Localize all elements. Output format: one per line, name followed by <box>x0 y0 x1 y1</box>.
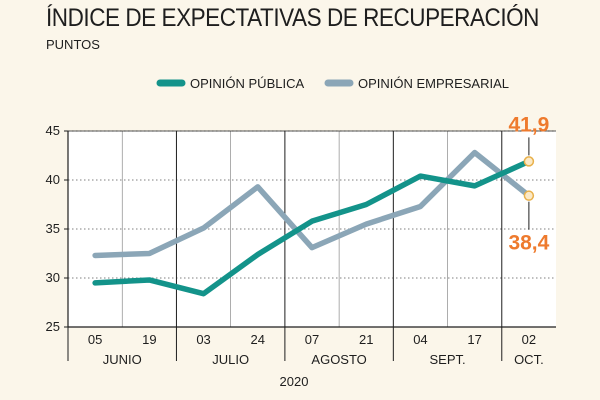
y-tick-label: 45 <box>46 123 60 138</box>
y-tick-label: 30 <box>46 270 60 285</box>
end-value-label: 38,4 <box>508 232 549 255</box>
x-tick-label: 05 <box>88 332 102 347</box>
legend-label: OPINIÓN PÚBLICA <box>190 76 304 91</box>
x-tick-label: 24 <box>251 332 265 347</box>
x-tick-label: 07 <box>305 332 319 347</box>
end-point-marker <box>523 190 535 201</box>
month-label: OCT. <box>514 352 544 367</box>
month-label: AGOSTO <box>311 352 366 367</box>
x-tick-label: 19 <box>142 332 156 347</box>
month-label: JULIO <box>212 352 249 367</box>
x-tick-label: 03 <box>196 332 210 347</box>
x-tick-label: 17 <box>467 332 481 347</box>
x-tick-label: 04 <box>413 332 427 347</box>
y-tick-label: 35 <box>46 221 60 236</box>
x-tick-label: 21 <box>359 332 373 347</box>
end-point-marker <box>523 156 535 167</box>
chart-subtitle: PUNTOS <box>46 37 100 52</box>
y-tick-label: 25 <box>46 319 60 334</box>
series-line-opinion-empresarial <box>92 149 532 259</box>
y-tick-label: 40 <box>46 172 60 187</box>
month-label: JUNIO <box>103 352 142 367</box>
year-label: 2020 <box>280 374 309 389</box>
chart-title: ÍNDICE DE EXPECTATIVAS DE RECUPERACIÓN <box>46 4 539 32</box>
legend-label: OPINIÓN EMPRESARIAL <box>358 76 509 91</box>
month-label: SEPT. <box>429 352 465 367</box>
end-value-label: 41,9 <box>508 113 549 136</box>
x-tick-label: 02 <box>522 332 536 347</box>
series-line-opinion-publica <box>92 158 532 297</box>
